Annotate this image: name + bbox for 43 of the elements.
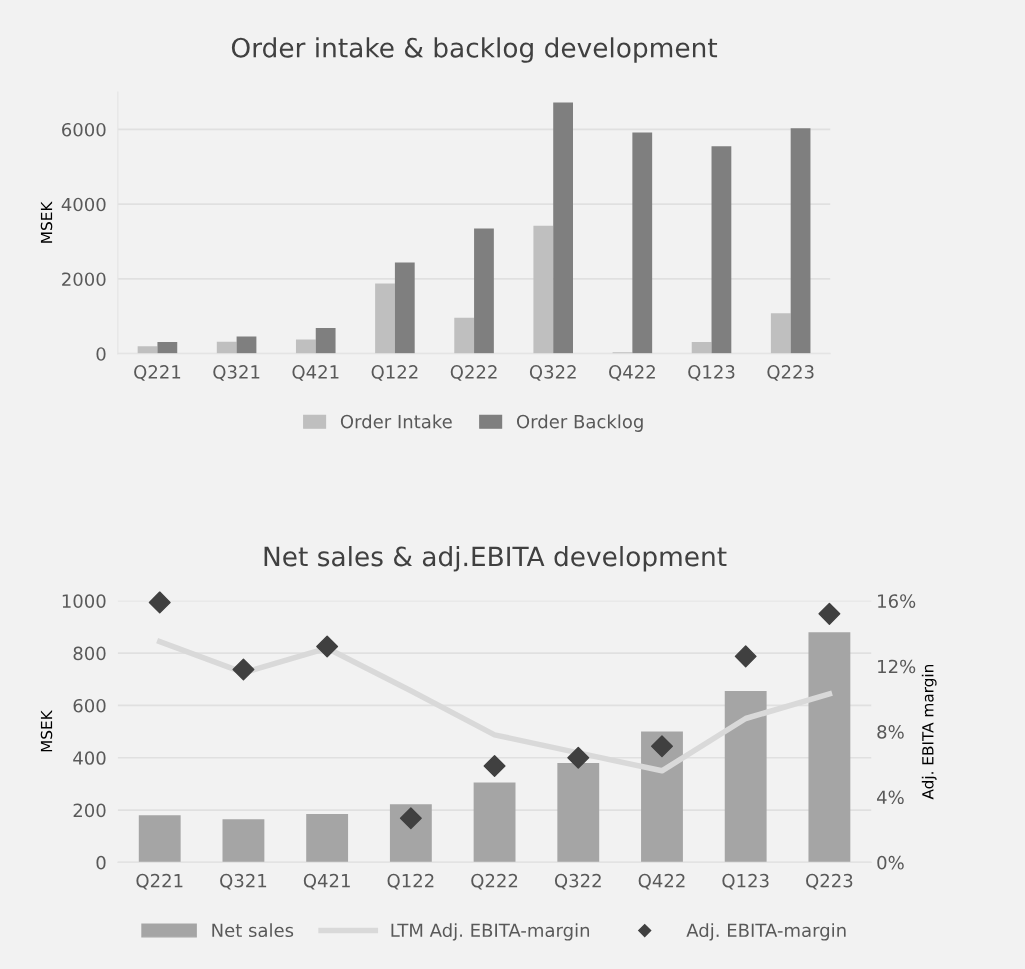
x-tick-label: Q123 [688, 365, 735, 381]
x-tick-label: Q222 [471, 873, 518, 890]
y-tick-label: 200 [73, 803, 106, 818]
x-tick-label: Q321 [213, 365, 260, 381]
chart-title: Order intake & backlog development [231, 37, 718, 63]
x-tick-label: Q421 [292, 365, 339, 381]
y-axis-title: MSEK [40, 710, 53, 752]
y2-tick-label: 0% [877, 855, 904, 870]
x-tick-label: Q422 [609, 365, 655, 381]
y-tick-label: 0 [96, 347, 106, 361]
y-tick-label: 0 [96, 855, 106, 870]
legend-label: Net sales [212, 923, 294, 938]
y-tick-label: 400 [73, 751, 106, 765]
y-axis-title: MSEK [40, 201, 53, 243]
legend-label: Adj. EBITA-margin [686, 923, 846, 941]
y2-tick-label: 16% [878, 594, 916, 608]
x-tick-label: Q422 [638, 873, 685, 890]
y-tick-label: 1000 [62, 594, 106, 608]
x-tick-label: Q222 [450, 365, 497, 381]
y2-axis-title: Adj. EBITA margin [921, 664, 937, 800]
y-tick-label: 800 [73, 646, 106, 661]
legend-label: LTM Adj. EBITA-margin [391, 923, 590, 941]
x-tick-label: Q221 [134, 365, 181, 381]
y-tick-label: 6000 [62, 122, 106, 137]
x-tick-label: Q421 [303, 873, 350, 890]
legend-label: Order Intake [340, 414, 452, 429]
y2-tick-label: 8% [877, 725, 904, 739]
y-tick-label: 4000 [61, 197, 106, 212]
x-tick-label: Q322 [554, 873, 601, 890]
x-tick-label: Q322 [529, 365, 576, 381]
x-tick-label: Q321 [220, 873, 267, 890]
x-tick-label: Q223 [806, 873, 853, 890]
y-tick-label: 2000 [62, 272, 106, 287]
y-tick-label: 600 [73, 698, 106, 713]
x-tick-label: Q123 [722, 873, 769, 890]
x-tick-label: Q122 [371, 365, 418, 381]
y2-tick-label: 4% [876, 790, 904, 805]
x-tick-label: Q221 [136, 873, 183, 890]
x-tick-label: Q223 [767, 365, 814, 381]
x-tick-label: Q122 [387, 873, 434, 890]
legend-label: Order Backlog [516, 414, 643, 432]
y2-tick-label: 12% [878, 659, 916, 674]
chart-title: Net sales & adj.EBITA development [264, 546, 727, 572]
